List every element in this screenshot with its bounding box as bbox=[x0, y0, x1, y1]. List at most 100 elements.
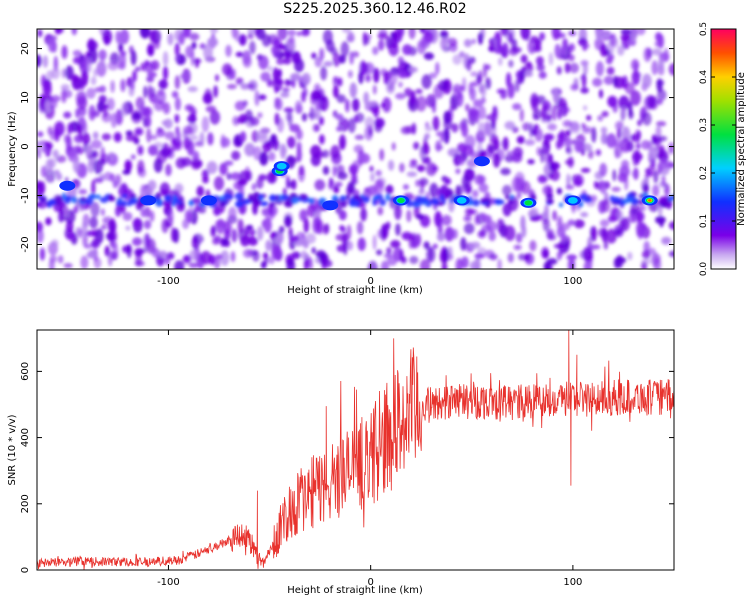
spectrogram-cell bbox=[519, 108, 524, 122]
spectrogram-cell bbox=[595, 29, 601, 40]
spectrogram-cell bbox=[226, 83, 237, 90]
spectrogram-cell bbox=[288, 36, 295, 44]
spectrogram-cell bbox=[668, 221, 674, 230]
spectrogram-cell bbox=[230, 172, 241, 181]
spectrogram-cell bbox=[162, 143, 170, 149]
spectrogram-cell bbox=[67, 122, 72, 135]
spectrogram-band-cell bbox=[372, 198, 377, 206]
spectrogram-cell bbox=[321, 258, 328, 269]
spectrogram-cell bbox=[255, 178, 264, 189]
spectrogram-cell bbox=[628, 110, 634, 120]
snr-x-tick-label: -100 bbox=[157, 577, 180, 588]
spectrogram-cell bbox=[507, 82, 515, 99]
spectrogram-cell bbox=[515, 232, 523, 243]
snr-y-label: SNR (10 * v/v) bbox=[7, 414, 18, 485]
spectrogram-cell bbox=[200, 250, 212, 265]
spectrogram-cell bbox=[488, 145, 496, 154]
spectrogram-cell bbox=[476, 74, 482, 84]
spectrogram-cell bbox=[356, 221, 364, 235]
spectrogram-x-tick-label: -100 bbox=[157, 276, 180, 287]
spectrogram-cell bbox=[646, 95, 656, 109]
spectrogram-cell bbox=[242, 248, 254, 258]
spectrogram-cell bbox=[482, 63, 488, 78]
colorbar: 0.0 0.1 0.2 0.3 0.4 0.5 Normalized spectral a… bbox=[699, 22, 747, 276]
spectrogram-cell bbox=[615, 228, 623, 236]
snr-y-tick-label: 600 bbox=[20, 362, 31, 381]
spectrogram-band-cell bbox=[668, 196, 673, 202]
spectrogram-cell bbox=[655, 125, 662, 139]
spectrogram-cell bbox=[187, 134, 199, 141]
spectrogram-cell bbox=[549, 161, 561, 171]
spectrogram-band-cell bbox=[472, 199, 480, 207]
spectrogram-cell bbox=[552, 210, 557, 221]
spectrogram-cell bbox=[464, 207, 474, 217]
spectrogram-cell bbox=[336, 126, 343, 132]
spectrogram-cell bbox=[613, 257, 621, 269]
spectrogram-cell bbox=[668, 142, 674, 155]
spectrogram-cell bbox=[556, 66, 562, 75]
spectrogram-cell bbox=[581, 126, 592, 134]
spectrogram-cell bbox=[143, 85, 148, 99]
spectrogram-cell bbox=[312, 107, 322, 120]
spectrogram-cell bbox=[535, 214, 542, 220]
spectrogram-cell bbox=[443, 177, 452, 185]
spectrogram-cell bbox=[390, 240, 401, 249]
spectrogram-cell bbox=[347, 181, 355, 194]
snr-panel: -100 0 100 0 200 400 600 Height of straight l… bbox=[7, 329, 675, 596]
spectrogram-cell bbox=[470, 241, 481, 249]
spectrogram-hotspot-core bbox=[648, 199, 652, 202]
colorbar-tick-label: 0.2 bbox=[699, 166, 709, 180]
spectrogram-cell bbox=[522, 122, 532, 131]
spectrogram-cell bbox=[568, 43, 575, 52]
spectrogram-cell bbox=[122, 169, 131, 175]
spectrogram-cell bbox=[82, 233, 88, 248]
spectrogram-cell bbox=[160, 189, 169, 196]
spectrogram-cell bbox=[258, 55, 269, 70]
spectrogram-band-cell bbox=[409, 201, 416, 207]
spectrogram-cell bbox=[282, 87, 290, 93]
spectrogram-cell bbox=[126, 243, 132, 259]
spectrogram-cell bbox=[332, 76, 338, 87]
spectrogram-cell bbox=[277, 68, 283, 78]
spectrogram-cell bbox=[531, 96, 539, 112]
spectrogram-cell bbox=[249, 40, 256, 55]
spectrogram-cell bbox=[580, 167, 591, 173]
spectrogram-band-cell bbox=[290, 196, 299, 204]
spectrogram-cell bbox=[140, 184, 147, 199]
spectrogram-cell bbox=[632, 170, 637, 177]
spectrogram-cell bbox=[115, 109, 123, 126]
spectrogram-cell bbox=[40, 165, 47, 178]
spectrogram-cell bbox=[81, 220, 88, 237]
spectrogram-cell bbox=[170, 227, 176, 242]
spectrogram-hotspot-core bbox=[456, 197, 467, 204]
spectrogram-cell bbox=[146, 128, 152, 143]
spectrogram-cell bbox=[651, 60, 658, 76]
spectrogram-cell bbox=[42, 146, 48, 153]
spectrogram-cell bbox=[91, 238, 99, 249]
spectrogram-cell bbox=[132, 112, 141, 120]
spectrogram-cell bbox=[144, 232, 150, 248]
spectrogram-cell bbox=[107, 232, 116, 242]
spectrogram-cell bbox=[188, 206, 194, 213]
spectrogram-band-cell bbox=[619, 201, 626, 207]
spectrogram-cell bbox=[598, 89, 604, 99]
spectrogram-cell bbox=[143, 219, 152, 230]
spectrogram-cell bbox=[207, 37, 219, 48]
spectrogram-cell bbox=[125, 130, 133, 136]
spectrogram-cell bbox=[524, 253, 531, 262]
spectrogram-cell bbox=[219, 162, 228, 176]
spectrogram-cell bbox=[90, 76, 97, 86]
spectrogram-cell bbox=[174, 97, 181, 111]
spectrogram-band-cell bbox=[379, 198, 387, 206]
spectrogram-cell bbox=[379, 148, 385, 161]
spectrogram-cell bbox=[65, 231, 76, 241]
spectrogram-cell bbox=[274, 112, 280, 126]
spectrogram-cell bbox=[237, 179, 248, 186]
spectrogram-cell bbox=[179, 73, 191, 80]
spectrogram-cell bbox=[385, 221, 391, 230]
spectrogram-cell bbox=[115, 30, 121, 44]
spectrogram-cell bbox=[267, 65, 273, 72]
spectrogram-cell bbox=[658, 57, 665, 71]
spectrogram-cell bbox=[276, 58, 285, 65]
spectrogram-cell bbox=[228, 206, 237, 221]
